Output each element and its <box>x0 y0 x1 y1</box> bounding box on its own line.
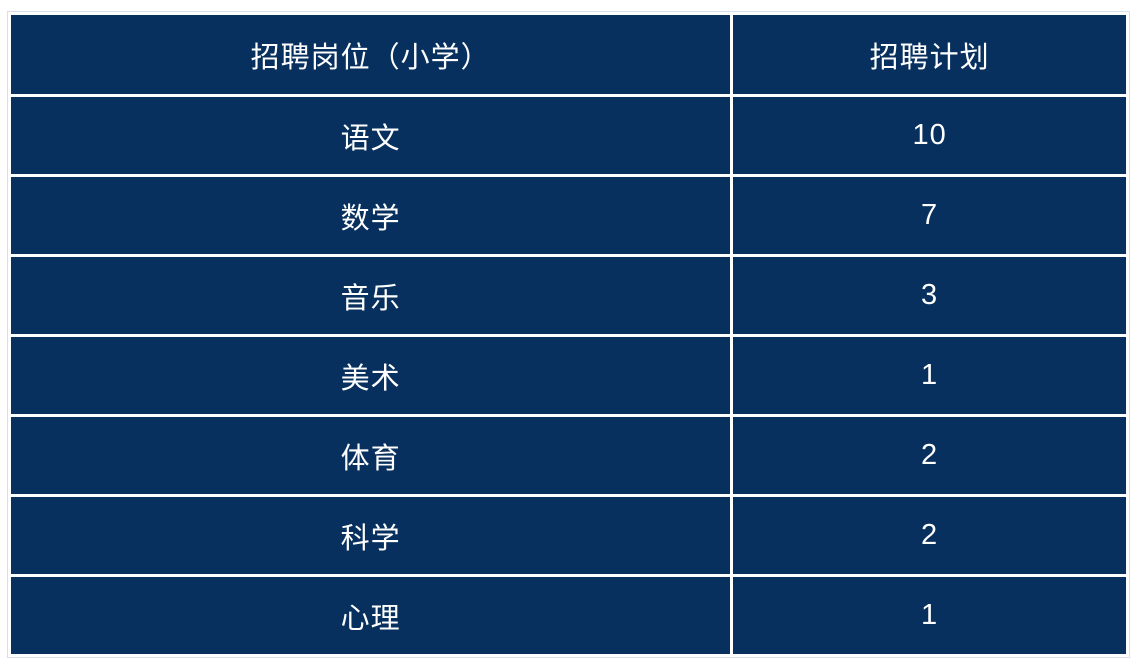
plan-cell: 2 <box>730 414 1129 497</box>
table-header-row: 招聘岗位（小学） 招聘计划 <box>7 12 1129 97</box>
position-cell: 心理 <box>7 574 734 657</box>
position-cell: 科学 <box>7 494 734 577</box>
table-row: 美术 1 <box>7 334 1129 417</box>
table-row: 音乐 3 <box>7 254 1129 337</box>
column-header-position: 招聘岗位（小学） <box>7 12 734 97</box>
position-cell: 体育 <box>7 414 734 497</box>
position-cell: 语文 <box>7 94 734 177</box>
position-cell: 美术 <box>7 334 734 417</box>
recruitment-positions-table: 招聘岗位（小学） 招聘计划 语文 10 数学 7 音乐 3 美术 <box>7 12 1129 657</box>
recruitment-table: 招聘岗位（小学） 招聘计划 语文 10 数学 7 音乐 3 美术 <box>7 11 1130 658</box>
table-row: 语文 10 <box>7 94 1129 177</box>
column-header-plan: 招聘计划 <box>730 12 1129 97</box>
plan-cell: 7 <box>730 174 1129 257</box>
table-row: 心理 1 <box>7 574 1129 657</box>
position-cell: 音乐 <box>7 254 734 337</box>
plan-cell: 2 <box>730 494 1129 577</box>
plan-cell: 1 <box>730 334 1129 417</box>
table-row: 数学 7 <box>7 174 1129 257</box>
plan-cell: 10 <box>730 94 1129 177</box>
table-row: 体育 2 <box>7 414 1129 497</box>
plan-cell: 1 <box>730 574 1129 657</box>
plan-cell: 3 <box>730 254 1129 337</box>
table-row: 科学 2 <box>7 494 1129 577</box>
position-cell: 数学 <box>7 174 734 257</box>
